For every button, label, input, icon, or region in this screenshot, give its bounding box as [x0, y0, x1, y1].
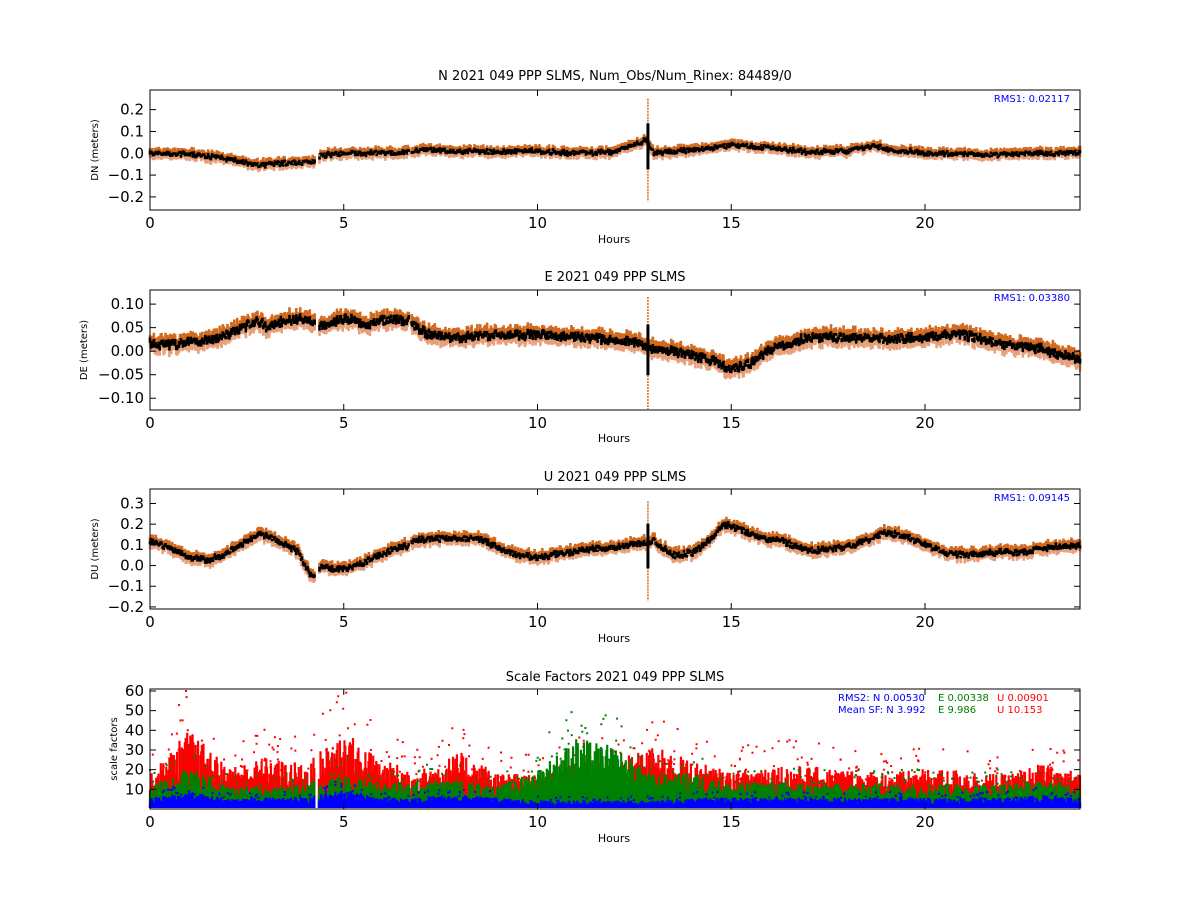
y-tick-label: 0.05: [111, 319, 144, 337]
x-tick-label: 20: [915, 414, 934, 432]
series-e-points: [152, 711, 1077, 793]
legend-meansf-u: U 10.153: [997, 705, 1043, 716]
panel-u: U 2021 049 PPP SLMS 0 5 10 15 20 0.3 0.2 0.1 0.0…: [90, 470, 1082, 645]
panel-n-title: N 2021 049 PPP SLMS, Num_Obs/Num_Rinex: …: [438, 69, 792, 84]
x-tick-label: 5: [339, 813, 349, 831]
y-tick-label: −0.10: [98, 389, 144, 407]
panel-u-ylabel: DU (meters): [90, 518, 101, 579]
panel-n: N 2021 049 PPP SLMS, Num_Obs/Num_Rinex: …: [90, 69, 1082, 246]
panel-n-frame: [149, 89, 1081, 211]
x-tick-label: 5: [339, 414, 349, 432]
y-tick-label: −0.2: [108, 188, 144, 206]
panel-e-ticks: 0 5 10 15 20 0.10 0.05 0.00 −0.05 −0.10: [98, 290, 1080, 432]
panel-u-rms: RMS1: 0.09145: [994, 493, 1070, 504]
panel-sf-xlabel: Hours: [598, 832, 630, 845]
y-tick-label: 0.2: [120, 101, 144, 119]
panel-e-xlabel: Hours: [598, 432, 630, 445]
panel-sf-title: Scale Factors 2021 049 PPP SLMS: [506, 670, 725, 685]
y-tick-label: 0.10: [111, 295, 144, 313]
x-tick-label: 0: [145, 613, 155, 631]
x-tick-label: 15: [722, 214, 741, 232]
x-tick-label: 5: [339, 214, 349, 232]
panel-u-ticks: 0 5 10 15 20 0.3 0.2 0.1 0.0 −0.1 −0.2: [108, 489, 1080, 631]
y-tick-label: −0.1: [108, 166, 144, 184]
x-tick-label: 15: [722, 813, 741, 831]
y-tick-label: 0.1: [120, 536, 144, 554]
x-tick-label: 0: [145, 214, 155, 232]
x-tick-label: 10: [528, 414, 547, 432]
panel-sf-ylabel: scale factors: [109, 717, 120, 780]
x-tick-label: 0: [145, 414, 155, 432]
x-tick-label: 10: [528, 613, 547, 631]
x-tick-label: 5: [339, 613, 349, 631]
panel-sf-legend: RMS2: N 0.00530 E 0.00338 U 0.00901 Mean…: [838, 693, 1049, 716]
y-tick-label: 0.1: [120, 122, 144, 140]
panel-e: E 2021 049 PPP SLMS 0 5 10 15 20 0.10 0.05 0.00…: [79, 270, 1082, 445]
series-u-points: [149, 690, 1080, 784]
x-tick-label: 15: [722, 613, 741, 631]
panel-u-frame: [149, 488, 1081, 610]
x-tick-label: 20: [915, 613, 934, 631]
y-tick-label: 0.0: [120, 144, 144, 162]
panel-e-title: E 2021 049 PPP SLMS: [544, 270, 685, 285]
x-tick-label: 15: [722, 414, 741, 432]
y-tick-label: −0.05: [98, 366, 144, 384]
legend-meansf-e: E 9.986: [938, 705, 976, 716]
y-tick-label: 30: [125, 741, 144, 759]
panel-e-frame: [149, 289, 1081, 411]
legend-rms2-n: RMS2: N 0.00530: [838, 693, 925, 704]
y-tick-label: 10: [125, 780, 144, 798]
y-tick-label: 0.2: [120, 515, 144, 533]
y-tick-label: −0.1: [108, 577, 144, 595]
x-tick-label: 20: [915, 214, 934, 232]
y-tick-label: 60: [125, 682, 144, 700]
y-tick-label: 0.0: [120, 557, 144, 575]
panel-n-ticks: 0 5 10 15 20 0.2 0.1 0.0 −0.1 −0.2: [108, 90, 1080, 232]
panel-n-xlabel: Hours: [598, 233, 630, 246]
y-tick-label: 0.3: [120, 494, 144, 512]
x-tick-label: 10: [528, 813, 547, 831]
panel-n-ylabel: DN (meters): [90, 119, 101, 181]
y-tick-label: 40: [125, 721, 144, 739]
x-tick-label: 0: [145, 813, 155, 831]
x-tick-label: 10: [528, 214, 547, 232]
panel-u-title: U 2021 049 PPP SLMS: [544, 470, 686, 485]
series-n-points: [161, 780, 1080, 805]
panel-sf-frame: [149, 688, 1081, 810]
panel-u-xlabel: Hours: [598, 632, 630, 645]
y-tick-label: −0.2: [108, 598, 144, 616]
panel-n-rms: RMS1: 0.02117: [994, 94, 1070, 105]
x-tick-label: 20: [915, 813, 934, 831]
panel-n-data: [148, 98, 1082, 202]
panel-e-ylabel: DE (meters): [79, 320, 90, 380]
legend-rms2-e: E 0.00338: [938, 693, 989, 704]
legend-meansf-n: Mean SF: N 3.992: [838, 705, 926, 716]
legend-rms2-u: U 0.00901: [997, 693, 1049, 704]
y-tick-label: 50: [125, 702, 144, 720]
panel-sf: Scale Factors 2021 049 PPP SLMS 0 5 10 15 20…: [109, 670, 1082, 845]
panel-e-rms: RMS1: 0.03380: [994, 293, 1070, 304]
y-tick-label: 20: [125, 761, 144, 779]
y-tick-label: 0.00: [111, 342, 144, 360]
